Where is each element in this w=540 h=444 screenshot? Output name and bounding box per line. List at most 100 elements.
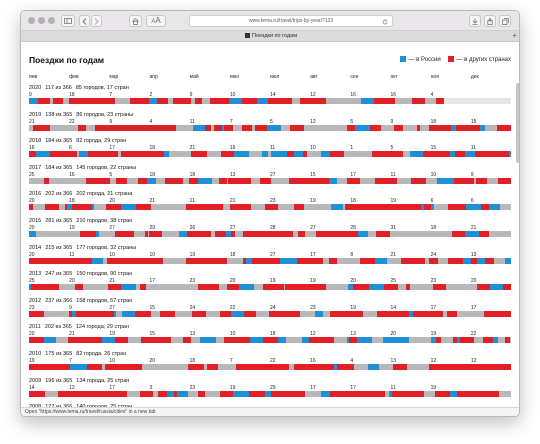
trip-abroad-segment[interactable] — [135, 204, 148, 211]
trip-abroad-segment[interactable] — [202, 204, 216, 211]
trip-abroad-segment[interactable] — [248, 390, 258, 397]
trip-abroad-segment[interactable] — [135, 151, 145, 158]
trip-abroad-segment[interactable] — [281, 390, 289, 397]
trip-russia-segment[interactable] — [232, 390, 249, 397]
trip-abroad-segment[interactable] — [393, 364, 401, 370]
trip-russia-segment[interactable] — [463, 257, 471, 264]
trip-abroad-segment[interactable] — [189, 177, 198, 184]
trip-abroad-segment[interactable] — [137, 364, 143, 370]
trip-abroad-segment[interactable] — [312, 177, 315, 184]
trip-abroad-segment[interactable] — [467, 390, 477, 397]
trip-russia-segment[interactable] — [233, 151, 249, 158]
trip-abroad-segment[interactable] — [267, 257, 281, 264]
trip-abroad-segment[interactable] — [220, 390, 233, 397]
trip-abroad-segment[interactable] — [503, 284, 511, 291]
trip-abroad-segment[interactable] — [190, 151, 205, 158]
year-row-2018[interactable]: 2018 184 из 365 82 города, 29 стран 16 6 17 18… — [29, 138, 511, 165]
trip-abroad-segment[interactable] — [414, 98, 425, 104]
trip-russia-segment[interactable] — [69, 364, 77, 370]
trip-abroad-segment[interactable] — [140, 177, 145, 184]
trip-abroad-segment[interactable] — [86, 177, 89, 184]
trip-russia-segment[interactable] — [465, 151, 476, 158]
year-days-stripe[interactable] — [29, 124, 511, 131]
trip-abroad-segment[interactable] — [196, 310, 206, 317]
trip-russia-segment[interactable] — [382, 337, 395, 344]
trip-russia-segment[interactable] — [508, 257, 511, 264]
trip-abroad-segment[interactable] — [447, 310, 457, 317]
trip-abroad-segment[interactable] — [66, 390, 73, 397]
trip-abroad-segment[interactable] — [197, 390, 202, 397]
trip-abroad-segment[interactable] — [350, 231, 359, 237]
trip-abroad-segment[interactable] — [433, 257, 439, 264]
trip-russia-segment[interactable] — [71, 310, 76, 317]
trip-abroad-segment[interactable] — [484, 151, 487, 158]
trip-abroad-segment[interactable] — [265, 231, 272, 237]
year-row-2017[interactable]: 2017 184 из 365 145 городов, 22 страны 25 16… — [29, 165, 511, 192]
trip-russia-segment[interactable] — [29, 231, 36, 237]
trip-abroad-segment[interactable] — [105, 364, 121, 370]
trip-abroad-segment[interactable] — [298, 231, 306, 237]
trip-abroad-segment[interactable] — [37, 364, 40, 370]
trip-abroad-segment[interactable] — [361, 204, 370, 211]
trip-abroad-segment[interactable] — [292, 177, 305, 184]
trip-russia-segment[interactable] — [229, 98, 242, 104]
trip-russia-segment[interactable] — [328, 177, 337, 184]
trip-abroad-segment[interactable] — [242, 231, 253, 237]
trip-abroad-segment[interactable] — [394, 151, 400, 158]
trip-russia-segment[interactable] — [226, 231, 232, 237]
trip-russia-segment[interactable] — [409, 151, 423, 158]
download-button[interactable] — [469, 15, 481, 27]
trip-abroad-segment[interactable] — [497, 364, 511, 370]
trip-abroad-segment[interactable] — [439, 124, 452, 131]
trip-abroad-segment[interactable] — [241, 98, 246, 104]
trip-abroad-segment[interactable] — [455, 204, 467, 211]
trip-abroad-segment[interactable] — [138, 177, 141, 184]
year-row-2013[interactable]: 2013 247 из 365 150 городов, 90 стран 25 20 2… — [29, 271, 511, 298]
trip-russia-segment[interactable] — [356, 337, 373, 344]
year-row-2012[interactable]: 2012 237 из 366 158 городов, 57 стран 23 9 27… — [29, 298, 511, 325]
trip-abroad-segment[interactable] — [218, 177, 228, 184]
trip-abroad-segment[interactable] — [313, 98, 327, 104]
trip-abroad-segment[interactable] — [326, 177, 329, 184]
trip-abroad-segment[interactable] — [407, 310, 410, 317]
trip-russia-segment[interactable] — [476, 257, 486, 264]
trip-abroad-segment[interactable] — [417, 124, 421, 131]
trip-abroad-segment[interactable] — [370, 124, 382, 131]
trip-abroad-segment[interactable] — [227, 151, 234, 158]
trip-abroad-segment[interactable] — [197, 284, 204, 291]
trip-abroad-segment[interactable] — [471, 257, 477, 264]
trip-abroad-segment[interactable] — [321, 231, 337, 237]
trip-abroad-segment[interactable] — [336, 231, 351, 237]
trip-abroad-segment[interactable] — [286, 151, 294, 158]
year-days-stripe[interactable] — [29, 231, 511, 237]
trip-abroad-segment[interactable] — [39, 390, 45, 397]
trip-abroad-segment[interactable] — [69, 98, 81, 104]
trip-abroad-segment[interactable] — [400, 364, 405, 370]
trip-abroad-segment[interactable] — [447, 204, 456, 211]
trip-abroad-segment[interactable] — [454, 177, 458, 184]
trip-abroad-segment[interactable] — [336, 364, 349, 370]
trip-abroad-segment[interactable] — [270, 284, 273, 291]
trip-abroad-segment[interactable] — [289, 124, 304, 131]
trip-russia-segment[interactable] — [265, 390, 271, 397]
trip-abroad-segment[interactable] — [186, 257, 202, 264]
trip-abroad-segment[interactable] — [140, 337, 152, 344]
trip-abroad-segment[interactable] — [285, 310, 301, 317]
trip-abroad-segment[interactable] — [80, 98, 90, 104]
trip-abroad-segment[interactable] — [456, 390, 468, 397]
trip-russia-segment[interactable] — [250, 337, 264, 344]
trip-abroad-segment[interactable] — [175, 177, 180, 184]
trip-abroad-segment[interactable] — [492, 390, 499, 397]
trip-abroad-segment[interactable] — [283, 98, 292, 104]
trip-abroad-segment[interactable] — [36, 310, 44, 317]
trip-abroad-segment[interactable] — [454, 231, 465, 237]
trip-abroad-segment[interactable] — [309, 257, 321, 264]
trip-abroad-segment[interactable] — [508, 177, 511, 184]
year-row-2015[interactable]: 2015 281 из 365 210 городов, 38 стран 20 19 2… — [29, 218, 511, 245]
trip-abroad-segment[interactable] — [384, 204, 390, 211]
trip-abroad-segment[interactable] — [261, 257, 268, 264]
trip-abroad-segment[interactable] — [110, 151, 118, 158]
trip-abroad-segment[interactable] — [462, 364, 478, 370]
trip-abroad-segment[interactable] — [375, 390, 385, 397]
year-row-2009[interactable]: 2009 196 из 365 134 города, 25 стран 14 12 17… — [29, 378, 511, 405]
